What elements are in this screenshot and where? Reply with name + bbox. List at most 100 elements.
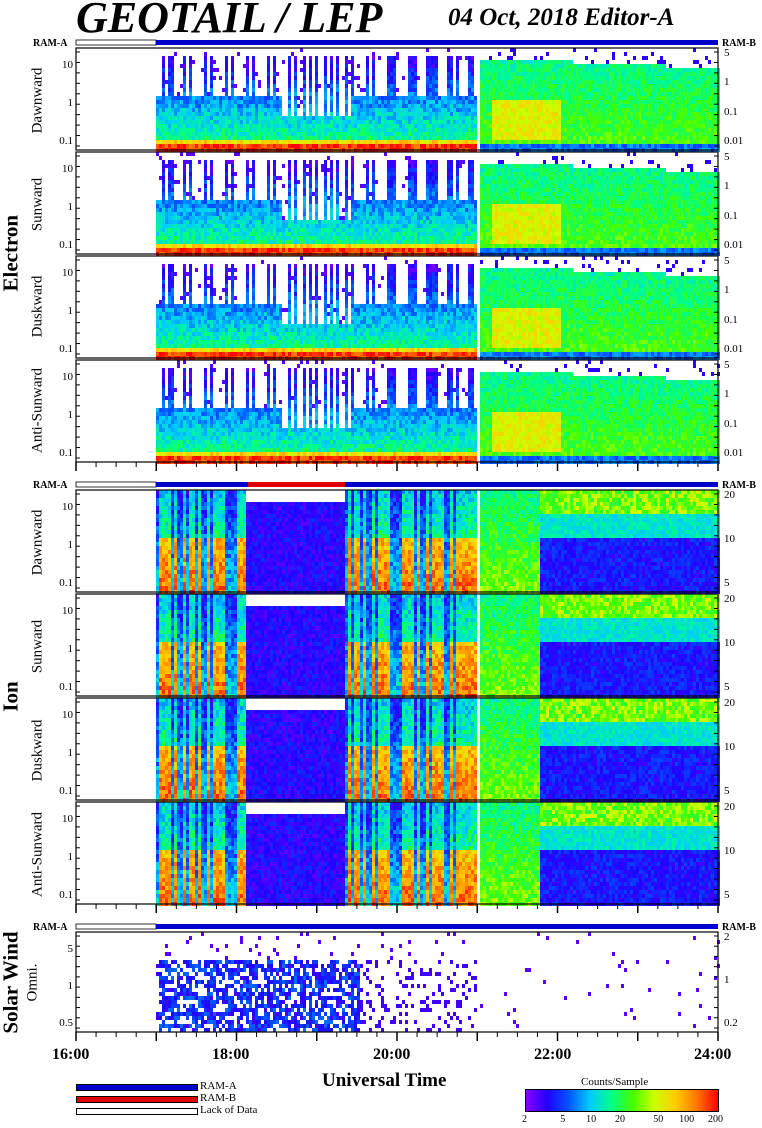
legend-label-ram-b: RAM-B xyxy=(200,1092,236,1104)
right-tick-i_dawn-1: 10 xyxy=(724,533,735,545)
colorbar-tick-3: 20 xyxy=(615,1114,625,1125)
left-tick-i_dawn-1: 1 xyxy=(68,539,74,551)
right-tick-e_dusk-2: 0.1 xyxy=(724,314,738,326)
right-tick-e_sun-1: 1 xyxy=(724,180,730,192)
right-tick-e_sun-2: 0.1 xyxy=(724,210,738,222)
left-tick-i_dusk-2: 0.1 xyxy=(59,785,73,797)
colorbar-title: Counts/Sample xyxy=(581,1076,648,1088)
spectrogram-panel-e_dusk xyxy=(156,256,720,360)
ram-bar-electron xyxy=(76,40,718,45)
x-tick-2000: 20:00 xyxy=(373,1046,410,1064)
right-tick-e_anti-1: 1 xyxy=(724,388,730,400)
left-tick-i_anti-2: 0.1 xyxy=(59,889,73,901)
right-tick-e_anti-0: 5 xyxy=(724,359,730,371)
legend-swatch-lack xyxy=(76,1108,198,1115)
x-tick-2400: 24:00 xyxy=(694,1046,731,1064)
right-tick-e_anti-3: 0.01 xyxy=(724,447,743,459)
ram-a-label-sw: RAM-A xyxy=(33,922,67,933)
left-tick-e_anti-1: 1 xyxy=(68,409,74,421)
left-tick-i_dawn-0: 10 xyxy=(62,501,73,513)
spectrogram-panel-sw_omni xyxy=(156,932,720,1032)
left-tick-i_anti-1: 1 xyxy=(68,851,74,863)
right-tick-i_dusk-2: 5 xyxy=(724,785,730,797)
right-tick-e_dawn-2: 0.1 xyxy=(724,106,738,118)
ram-a-label-ion: RAM-A xyxy=(33,480,67,491)
right-tick-e_dawn-3: 0.01 xyxy=(724,135,743,147)
colorbar-tick-1: 5 xyxy=(560,1114,565,1125)
left-tick-e_sun-0: 10 xyxy=(62,163,73,175)
left-tick-i_sun-2: 0.1 xyxy=(59,681,73,693)
left-tick-sw_omni-0: 5 xyxy=(68,943,74,955)
x-tick-1600: 16:00 xyxy=(52,1046,89,1064)
right-tick-i_anti-0: 20 xyxy=(724,801,735,813)
left-tick-e_dawn-1: 1 xyxy=(68,97,74,109)
right-tick-e_dusk-3: 0.01 xyxy=(724,343,743,355)
x-axis-label: Universal Time xyxy=(322,1070,446,1092)
left-tick-i_dusk-1: 1 xyxy=(68,747,74,759)
legend-swatch-ram-a xyxy=(76,1084,198,1091)
left-tick-i_anti-0: 10 xyxy=(62,813,73,825)
panel-label-sw-omni: Omni. xyxy=(25,948,42,1018)
spectrogram-panel-e_anti xyxy=(156,360,720,464)
legend-label-lack: Lack of Data xyxy=(200,1104,257,1116)
right-tick-e_anti-2: 0.1 xyxy=(724,418,738,430)
right-tick-i_dusk-1: 10 xyxy=(724,741,735,753)
left-tick-e_anti-2: 0.1 xyxy=(59,447,73,459)
left-tick-e_dusk-1: 1 xyxy=(68,305,74,317)
ram-bar-sw xyxy=(76,924,718,929)
right-tick-e_dusk-0: 5 xyxy=(724,255,730,267)
right-tick-e_dusk-1: 1 xyxy=(724,284,730,296)
panel-label-i-dusk: Duskward xyxy=(30,703,47,799)
panel-label-e-dusk: Duskward xyxy=(30,259,47,355)
colorbar-tick-0: 2 xyxy=(522,1114,527,1125)
x-tick-2200: 22:00 xyxy=(534,1046,571,1064)
spectrogram-surface xyxy=(0,0,762,1128)
right-tick-i_sun-1: 10 xyxy=(724,637,735,649)
ram-bar-ion xyxy=(76,482,718,487)
right-tick-e_sun-0: 5 xyxy=(724,151,730,163)
right-tick-sw_omni-1: 1 xyxy=(724,974,730,986)
right-tick-sw_omni-0: 2 xyxy=(724,931,730,943)
ram-a-label-electron: RAM-A xyxy=(33,38,67,49)
colorbar xyxy=(525,1089,719,1112)
legend-label-ram-a: RAM-A xyxy=(200,1080,237,1092)
left-tick-sw_omni-1: 1 xyxy=(68,980,74,992)
group-label-ion: Ion xyxy=(0,672,24,722)
group-label-electron: Electron xyxy=(0,222,24,292)
spectrogram-panel-i_anti xyxy=(156,802,720,906)
group-label-solar-wind: Solar Wind xyxy=(0,928,24,1038)
right-tick-e_dawn-0: 5 xyxy=(724,47,730,59)
right-tick-i_dawn-2: 5 xyxy=(724,577,730,589)
right-tick-i_anti-1: 10 xyxy=(724,845,735,857)
colorbar-tick-2: 10 xyxy=(586,1114,596,1125)
colorbar-tick-4: 50 xyxy=(653,1114,663,1125)
right-tick-sw_omni-2: 0.2 xyxy=(724,1017,738,1029)
left-tick-e_dawn-0: 10 xyxy=(62,59,73,71)
spectrogram-panel-e_dawn xyxy=(156,48,720,152)
colorbar-tick-5: 100 xyxy=(679,1114,694,1125)
left-tick-e_sun-2: 0.1 xyxy=(59,239,73,251)
right-tick-i_sun-2: 5 xyxy=(724,681,730,693)
panel-label-i-dawn: Dawnward xyxy=(30,495,47,591)
left-tick-e_dawn-2: 0.1 xyxy=(59,135,73,147)
x-tick-1800: 18:00 xyxy=(212,1046,249,1064)
left-tick-e_sun-1: 1 xyxy=(68,201,74,213)
panel-label-e-dawn: Dawnward xyxy=(30,53,47,149)
left-tick-e_anti-0: 10 xyxy=(62,371,73,383)
right-tick-i_dusk-0: 20 xyxy=(724,697,735,709)
panel-label-e-sun: Sunward xyxy=(30,157,47,253)
spectrogram-panel-e_sun xyxy=(156,152,720,256)
right-tick-i_dawn-0: 20 xyxy=(724,489,735,501)
spectrogram-panel-i_sun xyxy=(156,594,720,698)
legend-swatch-ram-b xyxy=(76,1096,198,1103)
left-tick-e_dusk-2: 0.1 xyxy=(59,343,73,355)
right-tick-i_sun-0: 20 xyxy=(724,593,735,605)
panel-label-i-anti: Anti-Sunward xyxy=(30,807,47,903)
spectrogram-panel-i_dusk xyxy=(156,698,720,802)
left-tick-i_dusk-0: 10 xyxy=(62,709,73,721)
right-tick-i_anti-2: 5 xyxy=(724,889,730,901)
panel-label-e-anti: Anti-Sunward xyxy=(30,363,47,459)
right-tick-e_dawn-1: 1 xyxy=(724,76,730,88)
left-tick-i_sun-0: 10 xyxy=(62,605,73,617)
spectrogram-panel-i_dawn xyxy=(156,490,720,594)
